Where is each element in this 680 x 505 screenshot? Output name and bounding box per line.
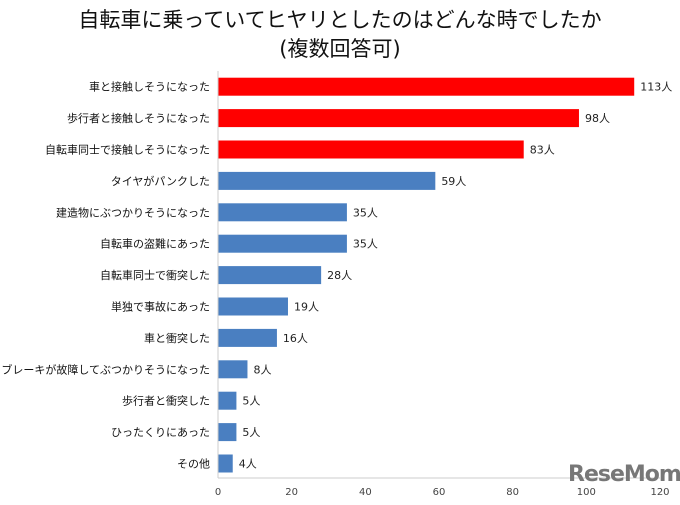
category-label: 自転車同士で衝突した — [100, 268, 210, 282]
x-tick-label: 20 — [285, 487, 298, 498]
data-label: 59人 — [441, 175, 466, 188]
title-sub: (複数回答可) — [279, 37, 401, 61]
category-label: 自転車同士で接触しそうになった — [45, 143, 210, 157]
data-label: 98人 — [585, 112, 610, 125]
bar — [218, 234, 347, 253]
x-tick-label: 80 — [506, 487, 519, 498]
data-label: 35人 — [353, 206, 378, 219]
category-label: 自転車の盗難にあった — [100, 237, 210, 251]
bar — [218, 454, 233, 473]
bar — [218, 171, 436, 190]
x-tick-label: 60 — [433, 487, 446, 498]
bar — [218, 109, 579, 128]
category-label: その他 — [177, 458, 210, 471]
data-label: 5人 — [242, 395, 260, 408]
category-label: 歩行者と接触しそうになった — [67, 111, 210, 125]
x-tick-label: 0 — [215, 487, 221, 498]
chart-title: 自転車に乗っていてヒヤリとしたのはどんな時でしたか (複数回答可) — [0, 6, 680, 64]
bar — [218, 77, 635, 96]
bar — [218, 328, 277, 347]
category-label: ひったくりにあった — [111, 426, 210, 439]
category-label: ブレーキが故障してぶつかりそうになった — [1, 362, 210, 376]
x-tick-label: 120 — [650, 487, 669, 498]
category-label: 車と衝突した — [144, 331, 210, 345]
x-tick-label: 40 — [359, 487, 372, 498]
data-label: 16人 — [283, 332, 308, 345]
data-label: 83人 — [530, 144, 555, 157]
resemom-logo: ReseMom — [568, 462, 680, 487]
bar — [218, 203, 347, 222]
data-label: 28人 — [327, 269, 352, 282]
bar — [218, 297, 288, 316]
data-label: 19人 — [294, 301, 319, 314]
category-label: 車と接触しそうになった — [89, 80, 210, 94]
category-label: タイヤがパンクした — [111, 174, 210, 188]
bar — [218, 360, 248, 379]
data-label: 5人 — [242, 426, 260, 439]
data-label: 4人 — [239, 458, 257, 471]
category-label: 建造物にぶつかりそうになった — [56, 205, 210, 219]
data-label: 8人 — [253, 363, 271, 376]
x-tick-label: 100 — [577, 487, 596, 498]
bar — [218, 391, 237, 410]
data-label: 113人 — [640, 81, 672, 94]
category-label: 単独で事故にあった — [111, 300, 210, 314]
title-main: 自転車に乗っていてヒヤリとしたのはどんな時でしたか — [78, 8, 602, 32]
bar — [218, 140, 524, 159]
bar — [218, 423, 237, 442]
category-label: 歩行者と衝突した — [122, 394, 210, 408]
data-label: 35人 — [353, 238, 378, 251]
bar — [218, 266, 322, 285]
